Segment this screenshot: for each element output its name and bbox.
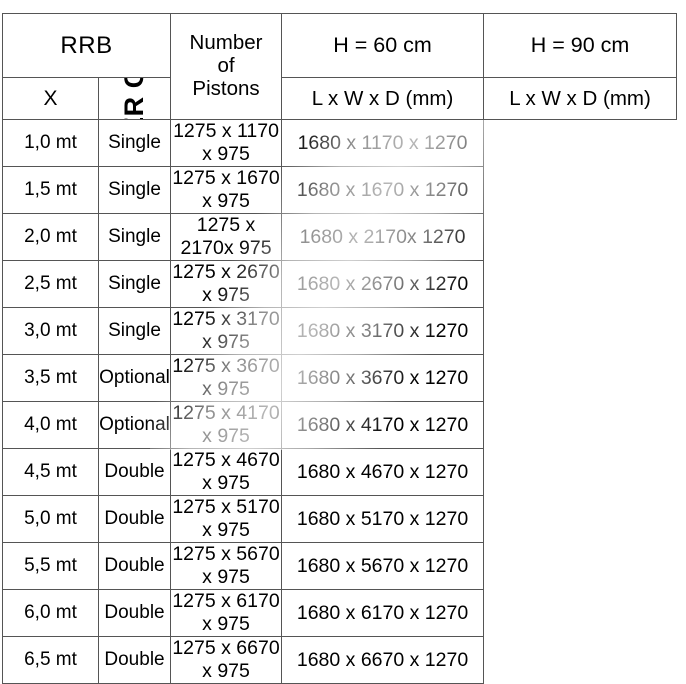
- header-column-x: X: [2, 77, 99, 120]
- header-rrb: RRB: [1, 13, 172, 78]
- table-row: 1,0 mt Single 1275 x 1170 x 975 1680 x 1170…: [2, 119, 677, 167]
- cell-length-x: 6,0 mt: [2, 589, 99, 637]
- cell-dimensions-h90: 1680 x 4170 x 1270: [281, 401, 485, 449]
- cell-pistons: Double: [97, 448, 172, 496]
- table-row: 2,0 mt Single 1275 x 2170x 975 1680 x 2170x…: [2, 213, 677, 261]
- cell-pistons: Single: [97, 213, 172, 261]
- blocker-cabinet-spec-table: RRB Number of Pistons H = 60 cm H = 90 c…: [1, 13, 678, 684]
- cell-dimensions-h60: 1275 x 4670 x 975: [170, 448, 283, 496]
- cell-length-x: 2,0 mt: [2, 213, 99, 261]
- header-pistons-line-2: of: [217, 54, 235, 78]
- cell-pistons: Double: [97, 542, 172, 590]
- cell-dimensions-h90: 1680 x 1170 x 1270: [281, 119, 485, 167]
- header-pistons-line-1: Number: [189, 31, 263, 55]
- cell-length-x: 5,5 mt: [2, 542, 99, 590]
- cell-dimensions-h60: 1275 x 4170 x 975: [170, 401, 283, 449]
- cell-dimensions-h60: 1275 x 3170 x 975: [170, 307, 283, 355]
- cell-dimensions-h60: 1275 x 6670 x 975: [170, 636, 283, 684]
- cell-pistons: Single: [97, 119, 172, 167]
- table-row: 5,5 mt Double 1275 x 5670 x 975 1680 x 5670…: [2, 542, 677, 590]
- table-row: 1,5 mt Single 1275 x 1670 x 975 1680 x 1670…: [2, 166, 677, 214]
- cell-dimensions-h60: 1275 x 2170x 975: [170, 213, 283, 261]
- table-body: 1,0 mt Single 1275 x 1170 x 975 1680 x 1170…: [2, 119, 677, 684]
- spec-sheet: RRB Number of Pistons H = 60 cm H = 90 c…: [1, 13, 678, 684]
- header-height-60: H = 60 cm: [281, 13, 485, 78]
- cell-dimensions-h90: 1680 x 2170x 1270: [281, 213, 485, 261]
- cell-dimensions-h90: 1680 x 3170 x 1270: [281, 307, 485, 355]
- cell-dimensions-h60: 1275 x 5170 x 975: [170, 495, 283, 543]
- cell-dimensions-h90: 1680 x 5170 x 1270: [281, 495, 485, 543]
- cell-dimensions-h90: 1680 x 3670 x 1270: [281, 354, 485, 402]
- cell-length-x: 4,0 mt: [2, 401, 99, 449]
- cell-pistons: Single: [97, 166, 172, 214]
- cell-dimensions-h60: 1275 x 6170 x 975: [170, 589, 283, 637]
- table-row: 4,0 mt Optional 1275 x 4170 x 975 1680 x 41…: [2, 401, 677, 449]
- cell-dimensions-h90: 1680 x 6170 x 1270: [281, 589, 485, 637]
- header-row-2: X BLOCKER CABINET L x W x D (mm) L x W x…: [2, 77, 678, 120]
- cell-length-x: 6,5 mt: [2, 636, 99, 684]
- cell-length-x: 5,0 mt: [2, 495, 99, 543]
- header-pistons-line-3: Pistons: [192, 76, 260, 100]
- header-height-90: H = 90 cm: [483, 13, 678, 78]
- cell-dimensions-h60: 1275 x 3670 x 975: [170, 354, 283, 402]
- cell-length-x: 4,5 mt: [2, 448, 99, 496]
- vertical-label-text: BLOCKER CABINET: [119, 79, 149, 119]
- table-row: 2,5 mt Single 1275 x 2670 x 975 1680 x 2670…: [2, 260, 677, 308]
- table-row: 3,5 mt Optional 1275 x 3670 x 975 1680 x 36…: [2, 354, 677, 402]
- header-row-1: RRB Number of Pistons H = 60 cm H = 90 c…: [1, 13, 678, 120]
- cell-pistons: Double: [97, 589, 172, 637]
- table-row: 3,0 mt Single 1275 x 3170 x 975 1680 x 3170…: [2, 307, 677, 355]
- vertical-label-blocker-cabinet: BLOCKER CABINET: [97, 77, 172, 120]
- cell-length-x: 2,5 mt: [2, 260, 99, 308]
- cell-length-x: 1,5 mt: [2, 166, 99, 214]
- cell-dimensions-h60: 1275 x 2670 x 975: [170, 260, 283, 308]
- table-header: RRB Number of Pistons H = 60 cm H = 90 c…: [1, 13, 678, 120]
- table-row: 5,0 mt Double 1275 x 5170 x 975 1680 x 5170…: [2, 495, 677, 543]
- cell-length-x: 3,5 mt: [2, 354, 99, 402]
- cell-dimensions-h90: 1680 x 5670 x 1270: [281, 542, 485, 590]
- cell-pistons: Single: [97, 260, 172, 308]
- header-h90-dimensions: L x W x D (mm): [483, 77, 678, 120]
- cell-pistons: Optional: [97, 354, 172, 402]
- cell-dimensions-h90: 1680 x 6670 x 1270: [281, 636, 485, 684]
- header-number-of-pistons: Number of Pistons: [170, 13, 283, 120]
- table-row: 4,5 mt Double 1275 x 4670 x 975 1680 x 4670…: [2, 448, 677, 496]
- cell-dimensions-h90: 1680 x 2670 x 1270: [281, 260, 485, 308]
- cell-length-x: 1,0 mt: [2, 119, 99, 167]
- cell-pistons: Single: [97, 307, 172, 355]
- cell-dimensions-h90: 1680 x 1670 x 1270: [281, 166, 485, 214]
- cell-length-x: 3,0 mt: [2, 307, 99, 355]
- table-row: 6,0 mt Double 1275 x 6170 x 975 1680 x 6170…: [2, 589, 677, 637]
- header-h60-dimensions: L x W x D (mm): [281, 77, 485, 120]
- cell-pistons: Optional: [97, 401, 172, 449]
- table-row: 6,5 mt Double 1275 x 6670 x 975 1680 x 6670…: [2, 636, 677, 684]
- cell-pistons: Double: [97, 636, 172, 684]
- cell-pistons: Double: [97, 495, 172, 543]
- cell-dimensions-h60: 1275 x 1170 x 975: [170, 119, 283, 167]
- cell-dimensions-h60: 1275 x 5670 x 975: [170, 542, 283, 590]
- vertical-label-wrapper: BLOCKER CABINET: [100, 79, 170, 119]
- cell-dimensions-h60: 1275 x 1670 x 975: [170, 166, 283, 214]
- cell-dimensions-h90: 1680 x 4670 x 1270: [281, 448, 485, 496]
